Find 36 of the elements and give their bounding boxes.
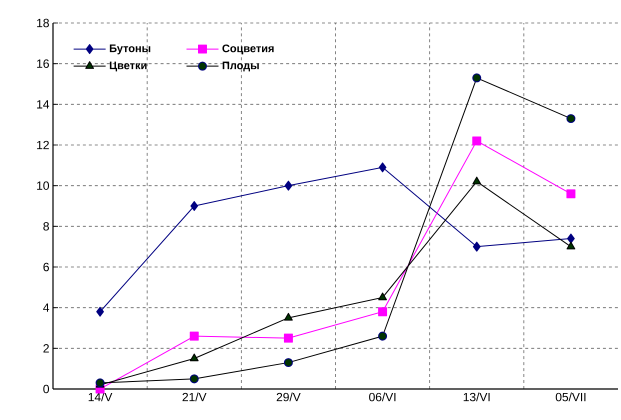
point: [284, 180, 292, 191]
y-tick-label: 8: [43, 222, 49, 231]
y-tick-label: 6: [43, 262, 49, 272]
point: [190, 332, 199, 341]
y-tick-label: 16: [37, 59, 49, 68]
legend-label: Бутоны: [110, 44, 150, 54]
x-tick-label: 29/V: [276, 392, 301, 402]
x-tick-label: 21/V: [182, 392, 206, 402]
legend-label: Цветки: [110, 62, 147, 72]
y-tick-label: 12: [37, 140, 49, 150]
legend-label: Плоды: [222, 62, 259, 72]
y-tick-label: 10: [37, 181, 50, 190]
point: [378, 162, 386, 172]
point: [472, 242, 481, 252]
point: [284, 334, 293, 343]
x-tick-label: 05/VII: [556, 392, 586, 402]
legend-label: Соцветия: [222, 44, 274, 54]
x-tick-label: 13/VI: [464, 392, 490, 402]
y-tick-label: 14: [37, 100, 50, 108]
y-tick-label: 0: [43, 384, 50, 394]
y-tick-label: 2: [43, 344, 49, 353]
point: [284, 312, 293, 321]
point: [566, 242, 576, 250]
point: [566, 189, 576, 198]
point: [190, 354, 199, 362]
point: [378, 307, 388, 316]
point: [567, 234, 575, 244]
x-tick-label: 14/V: [88, 392, 112, 402]
x-tick-label: 06/VI: [369, 392, 396, 402]
point: [378, 292, 387, 300]
point: [472, 176, 482, 184]
y-tick-label: 4: [43, 304, 50, 312]
point: [472, 136, 482, 146]
point: [96, 306, 104, 317]
y-tick-label: 18: [37, 18, 49, 28]
point: [190, 201, 198, 211]
